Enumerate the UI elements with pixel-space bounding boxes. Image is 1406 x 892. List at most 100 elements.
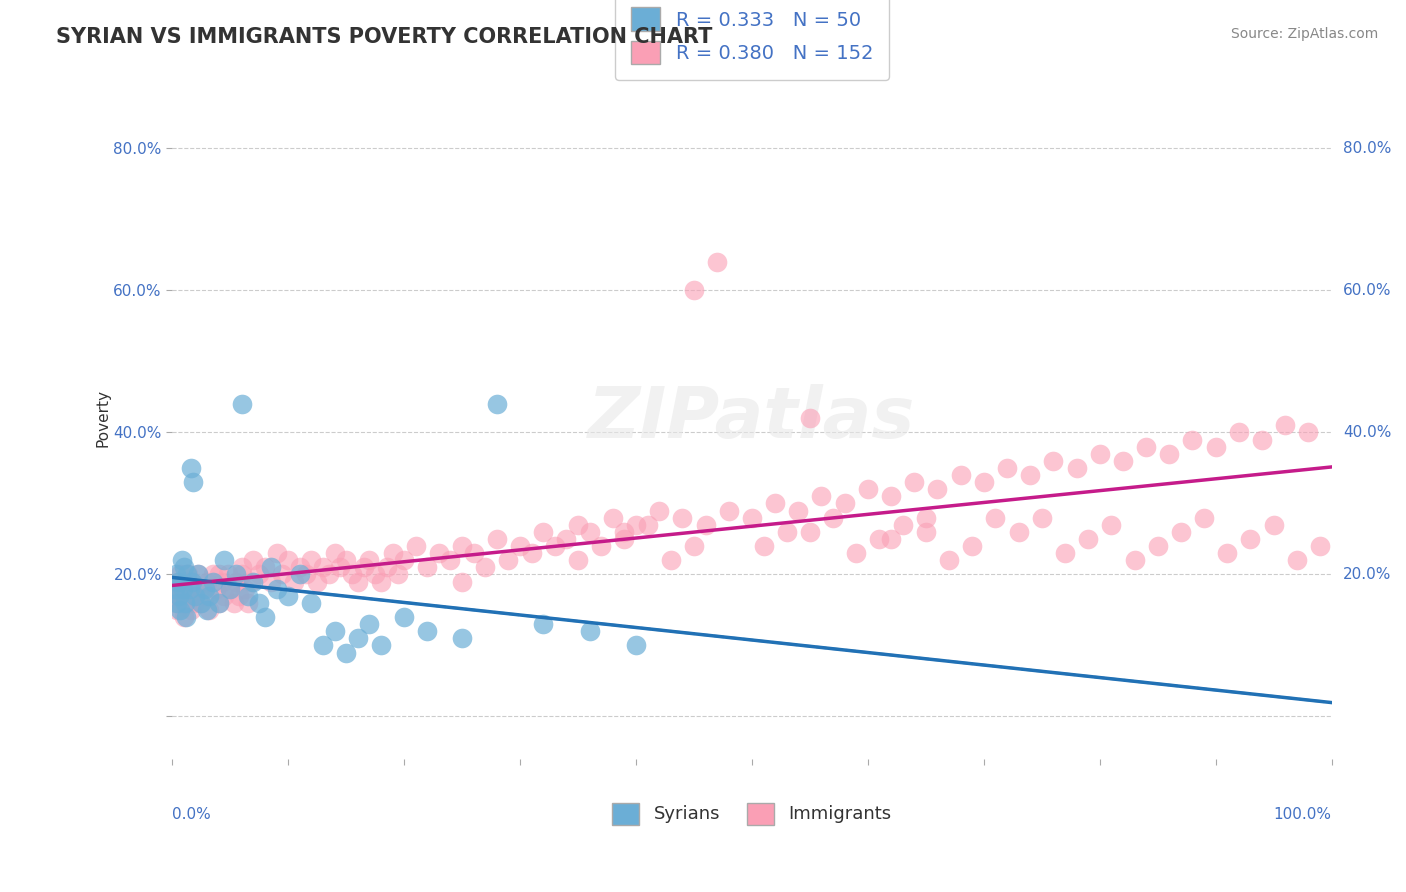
Text: 80.0%: 80.0% — [1343, 141, 1392, 156]
Point — [903, 475, 925, 489]
Point — [995, 461, 1018, 475]
Point — [392, 610, 415, 624]
Point — [165, 567, 187, 582]
Point — [1239, 532, 1261, 546]
Point — [219, 582, 242, 596]
Point — [277, 553, 299, 567]
Point — [181, 574, 204, 589]
Point — [181, 574, 204, 589]
Point — [173, 560, 195, 574]
Point — [624, 517, 647, 532]
Point — [763, 496, 786, 510]
Point — [299, 596, 322, 610]
Point — [370, 639, 392, 653]
Point — [416, 624, 439, 639]
Point — [823, 510, 845, 524]
Point — [163, 582, 186, 596]
Point — [195, 603, 218, 617]
Point — [1227, 425, 1250, 440]
Point — [613, 524, 636, 539]
Point — [181, 589, 204, 603]
Point — [353, 560, 375, 574]
Point — [637, 517, 659, 532]
Point — [485, 532, 508, 546]
Point — [799, 411, 821, 425]
Point — [359, 617, 381, 632]
Point — [375, 560, 398, 574]
Point — [169, 603, 191, 617]
Legend: Syrians, Immigrants: Syrians, Immigrants — [605, 796, 898, 831]
Point — [231, 560, 253, 574]
Text: SYRIAN VS IMMIGRANTS POVERTY CORRELATION CHART: SYRIAN VS IMMIGRANTS POVERTY CORRELATION… — [56, 27, 713, 46]
Point — [329, 560, 352, 574]
Point — [1053, 546, 1076, 560]
Point — [173, 610, 195, 624]
Point — [219, 582, 242, 596]
Point — [288, 567, 311, 582]
Point — [323, 546, 346, 560]
Point — [312, 639, 335, 653]
Point — [228, 589, 250, 603]
Point — [346, 632, 368, 646]
Point — [880, 532, 903, 546]
Point — [195, 574, 218, 589]
Point — [283, 574, 305, 589]
Point — [170, 596, 193, 610]
Point — [1298, 425, 1320, 440]
Point — [451, 539, 474, 553]
Point — [578, 524, 600, 539]
Point — [1309, 539, 1331, 553]
Point — [741, 510, 763, 524]
Point — [167, 589, 190, 603]
Point — [167, 589, 190, 603]
Point — [233, 582, 256, 596]
Point — [544, 539, 567, 553]
Point — [214, 553, 236, 567]
Point — [683, 284, 706, 298]
Point — [184, 582, 207, 596]
Point — [624, 639, 647, 653]
Point — [211, 574, 233, 589]
Point — [463, 546, 485, 560]
Point — [179, 582, 201, 596]
Point — [856, 482, 879, 496]
Point — [187, 567, 209, 582]
Point — [914, 524, 936, 539]
Point — [370, 574, 392, 589]
Point — [1216, 546, 1239, 560]
Point — [1007, 524, 1029, 539]
Point — [451, 574, 474, 589]
Point — [184, 589, 207, 603]
Point — [787, 503, 810, 517]
Point — [1088, 447, 1111, 461]
Point — [180, 461, 202, 475]
Point — [1274, 418, 1296, 433]
Point — [1066, 461, 1088, 475]
Point — [191, 582, 214, 596]
Point — [591, 539, 613, 553]
Point — [260, 560, 283, 574]
Point — [177, 567, 200, 582]
Point — [474, 560, 496, 574]
Point — [695, 517, 717, 532]
Point — [1077, 532, 1099, 546]
Point — [253, 610, 276, 624]
Point — [225, 574, 247, 589]
Point — [938, 553, 960, 567]
Point — [706, 255, 728, 269]
Point — [181, 475, 204, 489]
Point — [201, 574, 224, 589]
Point — [914, 510, 936, 524]
Point — [307, 574, 329, 589]
Point — [271, 567, 294, 582]
Point — [170, 553, 193, 567]
Point — [236, 589, 259, 603]
Point — [294, 567, 316, 582]
Point — [187, 567, 209, 582]
Point — [188, 596, 211, 610]
Point — [973, 475, 995, 489]
Point — [520, 546, 543, 560]
Point — [174, 596, 197, 610]
Point — [165, 582, 187, 596]
Point — [176, 567, 198, 582]
